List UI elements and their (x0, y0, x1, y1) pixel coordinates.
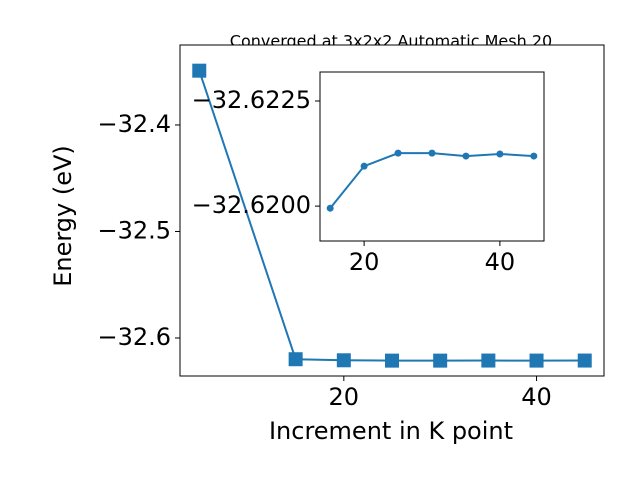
data-marker (529, 353, 544, 368)
data-marker (433, 353, 448, 368)
data-marker (577, 353, 592, 368)
data-marker (481, 353, 496, 368)
data-marker (336, 353, 351, 368)
data-marker (428, 149, 436, 157)
data-line (198, 70, 585, 362)
data-marker (394, 149, 402, 157)
x-axis-label: Increment in K point (269, 417, 513, 445)
y-axis-label: Energy (eV) (49, 145, 77, 287)
x-tick-label: 40 (485, 248, 516, 276)
y-tick-label: −32.5 (97, 216, 171, 244)
data-marker (496, 150, 504, 158)
x-tick-label: 20 (349, 248, 380, 276)
y-tick-label: −32.6200 (192, 191, 311, 219)
axes-frame (319, 71, 545, 242)
x-tick-label: 40 (521, 383, 552, 411)
data-marker (326, 204, 334, 212)
y-tick-label: −32.6 (97, 323, 171, 351)
data-marker (385, 353, 399, 368)
data-marker (288, 352, 303, 367)
data-marker (360, 162, 368, 170)
data-marker (530, 152, 538, 160)
axes-frame (179, 44, 605, 377)
y-tick-label: −32.4 (97, 110, 171, 138)
data-marker (462, 152, 470, 160)
data-marker (192, 63, 207, 78)
y-tick-label: −32.6225 (192, 86, 311, 114)
x-tick-label: 20 (329, 383, 360, 411)
